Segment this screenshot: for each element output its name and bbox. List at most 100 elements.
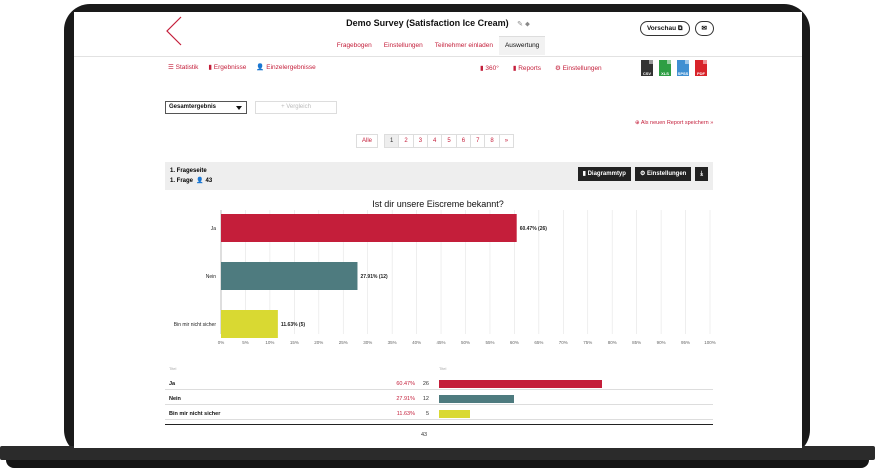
category-label: Bin mir nicht sicher <box>174 322 217 328</box>
row-count: 26 <box>422 381 429 387</box>
subnav-item-label: Statistik <box>175 64 199 71</box>
pencil-icon[interactable]: ✎ <box>517 21 524 28</box>
results-chart: 0% 5% 10% 15% 20% 25% 30% 35% 40% 45% 50% 55% 60% 65%… <box>174 210 716 345</box>
tag-icon[interactable]: ⬥ <box>525 21 530 28</box>
bar-chart-icon: ▮ <box>582 171 586 177</box>
x-tick-label: 25% <box>339 340 348 345</box>
result-select[interactable]: Gesamtergebnis <box>165 101 247 114</box>
table-row: Bin mir nicht sicher 11.63% 5 <box>165 408 713 420</box>
x-tick-label: 85% <box>632 340 641 345</box>
device-base-bar <box>0 446 875 460</box>
x-tick-label: 100% <box>704 340 716 345</box>
x-tick-label: 80% <box>608 340 617 345</box>
x-tick-label: 50% <box>461 340 470 345</box>
x-tick-label: 10% <box>265 340 274 345</box>
table-row: Ja 60.47% 26 <box>165 378 713 390</box>
pagination-page[interactable]: » <box>498 134 515 148</box>
device-base <box>0 446 875 468</box>
compare-label: Vergleich <box>286 104 311 110</box>
tab-auswertung[interactable]: Auswertung <box>498 36 546 55</box>
question-number: 1. Frage <box>170 178 194 184</box>
row-label: Nein <box>169 396 181 402</box>
x-tick-label: 95% <box>681 340 690 345</box>
gear-icon: ⚙ <box>555 65 563 72</box>
plus-icon: + <box>281 104 285 110</box>
x-tick-label: 0% <box>218 340 225 345</box>
person-icon: 👤 <box>256 64 267 71</box>
export-icons: CSV XLS SPSS PDF <box>641 60 707 76</box>
row-percent: 11.63% <box>396 411 415 417</box>
export-csv-icon[interactable]: CSV <box>641 60 653 76</box>
row-bar <box>439 410 471 418</box>
top-buttons: Vorschau ⧉ ✉ <box>639 21 714 36</box>
result-select-value: Gesamtergebnis <box>169 104 217 110</box>
chart-title: Ist dir unsere Eiscreme bekannt? <box>372 199 504 209</box>
download-button[interactable]: ⤓ <box>695 167 708 181</box>
edit-tag-icons[interactable]: ✎ ⬥ <box>517 21 530 28</box>
table-header-right: Titel <box>439 366 447 371</box>
tab-teilnehmer-einladen[interactable]: Teilnehmer einladen <box>434 42 493 49</box>
chart-type-button[interactable]: ▮ Diagrammtyp <box>577 167 631 181</box>
bar-chart-icon: ▮ <box>512 65 519 72</box>
pagination-all[interactable]: Alle <box>356 134 379 148</box>
subnav-item-label: Ergebnisse <box>213 64 247 71</box>
export-pdf-icon[interactable]: PDF <box>695 60 707 76</box>
bar-ja <box>221 214 517 242</box>
gear-icon: ⚙ <box>639 171 646 177</box>
subnav-item-einzelergebnisse[interactable]: 👤 Einzelergebnisse <box>256 63 315 71</box>
subnav-right-item-1[interactable]: ▮ Reports <box>513 64 541 72</box>
export-xls-icon[interactable]: XLS <box>659 60 671 76</box>
compare-button[interactable]: + Vergleich <box>255 101 337 114</box>
x-tick-label: 65% <box>534 340 543 345</box>
question-settings-button[interactable]: ⚙ Einstellungen <box>634 167 692 181</box>
question-bar: 1. Frageseite 1. Frage 👤 43 ▮ Diagrammty… <box>165 162 713 190</box>
x-tick-label: 70% <box>559 340 568 345</box>
table-header-left: Titel <box>169 366 177 371</box>
mail-button[interactable]: ✉ <box>694 21 714 36</box>
row-label: Ja <box>169 381 176 387</box>
export-spss-icon[interactable]: SPSS <box>677 60 689 76</box>
plus-circle-icon: ⊕ <box>635 120 640 126</box>
pagination-page[interactable]: 4 <box>427 134 443 148</box>
bar-bin-mir-nicht-sicher <box>221 310 278 338</box>
x-tick-label: 15% <box>290 340 299 345</box>
data-label: 27.91% (12) <box>360 274 388 280</box>
subnav-right: ▮ 360° ▮ Reports ⚙ Einstellungen <box>480 64 602 72</box>
list-icon: ☰ <box>168 64 176 71</box>
subnav-item-statistik[interactable]: ☰ Statistik <box>168 63 198 71</box>
x-tick-label: 45% <box>437 340 446 345</box>
back-chevron-icon[interactable] <box>164 15 184 47</box>
x-tick-label: 40% <box>412 340 421 345</box>
row-label: Bin mir nicht sicher <box>169 411 221 417</box>
subnav-right-label: 360° <box>485 65 499 72</box>
data-label: 11.63% (5) <box>281 322 306 328</box>
x-tick-label: 20% <box>314 340 323 345</box>
pagination: Alle 1 2 3 4 5 6 7 8» <box>356 134 515 148</box>
x-tick-label: 35% <box>388 340 397 345</box>
bar-nein <box>221 262 358 290</box>
subnav-item-ergebnisse[interactable]: ▮ Ergebnisse <box>208 63 246 71</box>
device-base-foot <box>6 460 869 468</box>
row-percent: 60.47% <box>396 381 415 387</box>
external-link-icon: ⧉ <box>677 25 683 32</box>
x-tick-label: 30% <box>363 340 372 345</box>
data-label: 60.47% (26) <box>520 226 548 232</box>
tab-einstellungen[interactable]: Einstellungen <box>383 42 423 49</box>
row-bar <box>439 380 603 388</box>
mail-icon: ✉ <box>701 25 707 32</box>
question-label: 1. Frage 👤 43 <box>170 177 212 184</box>
subnav-right-item-2[interactable]: ⚙ Einstellungen <box>555 64 602 72</box>
question-settings-label: Einstellungen <box>647 171 687 177</box>
save-report-link[interactable]: ⊕ Als neuen Report speichern » <box>635 120 713 126</box>
person-icon: 👤 <box>196 178 204 184</box>
x-tick-label: 75% <box>583 340 592 345</box>
tab-fragebogen[interactable]: Fragebogen <box>336 42 372 49</box>
row-bar <box>439 395 515 403</box>
subnav-right-item-0[interactable]: ▮ 360° <box>480 64 499 72</box>
row-percent: 27.91% <box>396 396 415 402</box>
x-tick-label: 90% <box>657 340 666 345</box>
survey-title: Demo Survey (Satisfaction Ice Cream) ✎ ⬥ <box>74 18 802 29</box>
preview-button[interactable]: Vorschau ⧉ <box>639 21 690 36</box>
download-icon: ⤓ <box>700 171 703 177</box>
question-buttons: ▮ Diagrammtyp ⚙ Einstellungen ⤓ <box>577 167 708 181</box>
